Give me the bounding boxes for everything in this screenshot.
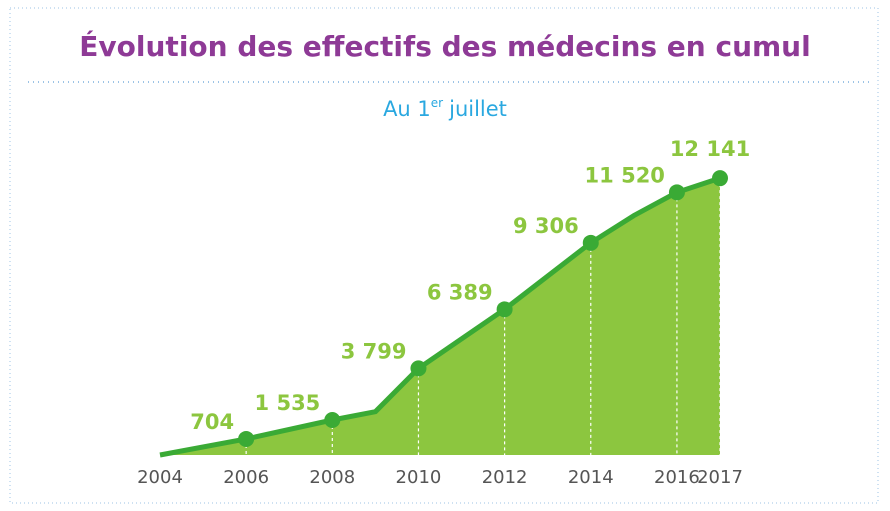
- x-tick-label: 2006: [223, 467, 269, 488]
- x-tick-label: 2008: [309, 467, 355, 488]
- marker: [496, 301, 513, 318]
- value-label: 6 389: [427, 280, 493, 304]
- value-label: 11 520: [585, 163, 665, 187]
- marker: [668, 184, 685, 201]
- marker: [410, 360, 427, 377]
- marker: [712, 170, 728, 187]
- area: [160, 178, 720, 456]
- x-tick-label: 2010: [396, 467, 442, 488]
- frame: [9, 7, 879, 504]
- marker: [582, 234, 599, 251]
- value-label: 704: [190, 410, 234, 434]
- x-tick-label: 2014: [568, 467, 614, 488]
- value-label: 9 306: [513, 214, 579, 238]
- x-tick-label: 2004: [137, 467, 183, 488]
- line: [159, 175, 721, 458]
- marker: [324, 412, 341, 429]
- marker: [238, 430, 255, 447]
- x-tick-label: 2016: [654, 467, 700, 488]
- value-label: 3 799: [341, 339, 407, 363]
- chart-title: Évolution des effectifs des médecins en …: [79, 29, 810, 63]
- chart-subtitle: Au 1er juillet: [383, 96, 507, 122]
- x-tick-label: 2012: [482, 467, 528, 488]
- value-label: 1 535: [255, 391, 321, 415]
- value-label: 12 141: [670, 137, 750, 161]
- x-tick-label: 2017: [697, 467, 743, 488]
